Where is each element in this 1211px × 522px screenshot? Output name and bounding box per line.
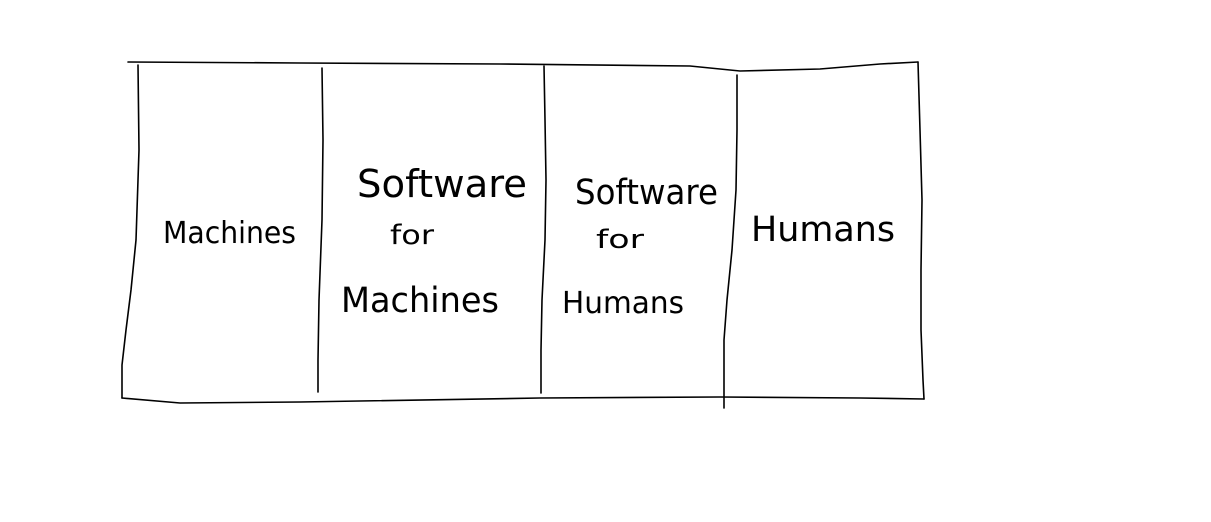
cell-software-for-machines-line-2: for <box>390 220 435 251</box>
divider-1 <box>317 67 324 393</box>
cell-software-for-humans-line-1: Software <box>575 173 718 213</box>
cell-machines-line-1: Machines <box>163 216 296 251</box>
box-right-border <box>917 61 925 400</box>
cell-humans-line-1: Humans <box>751 210 895 250</box>
cell-software-for-machines-line-3: Machines <box>341 281 499 321</box>
box-left-border <box>121 64 140 399</box>
box-bottom-border <box>121 396 925 404</box>
divider-2 <box>540 65 547 394</box>
cell-software-for-machines-line-1: Software <box>357 162 527 206</box>
divider-3 <box>723 74 738 409</box>
cell-software-for-humans-line-2: for <box>596 225 644 255</box>
cell-software-for-humans-line-3: Humans <box>562 286 684 321</box>
box-top-border <box>127 61 919 72</box>
